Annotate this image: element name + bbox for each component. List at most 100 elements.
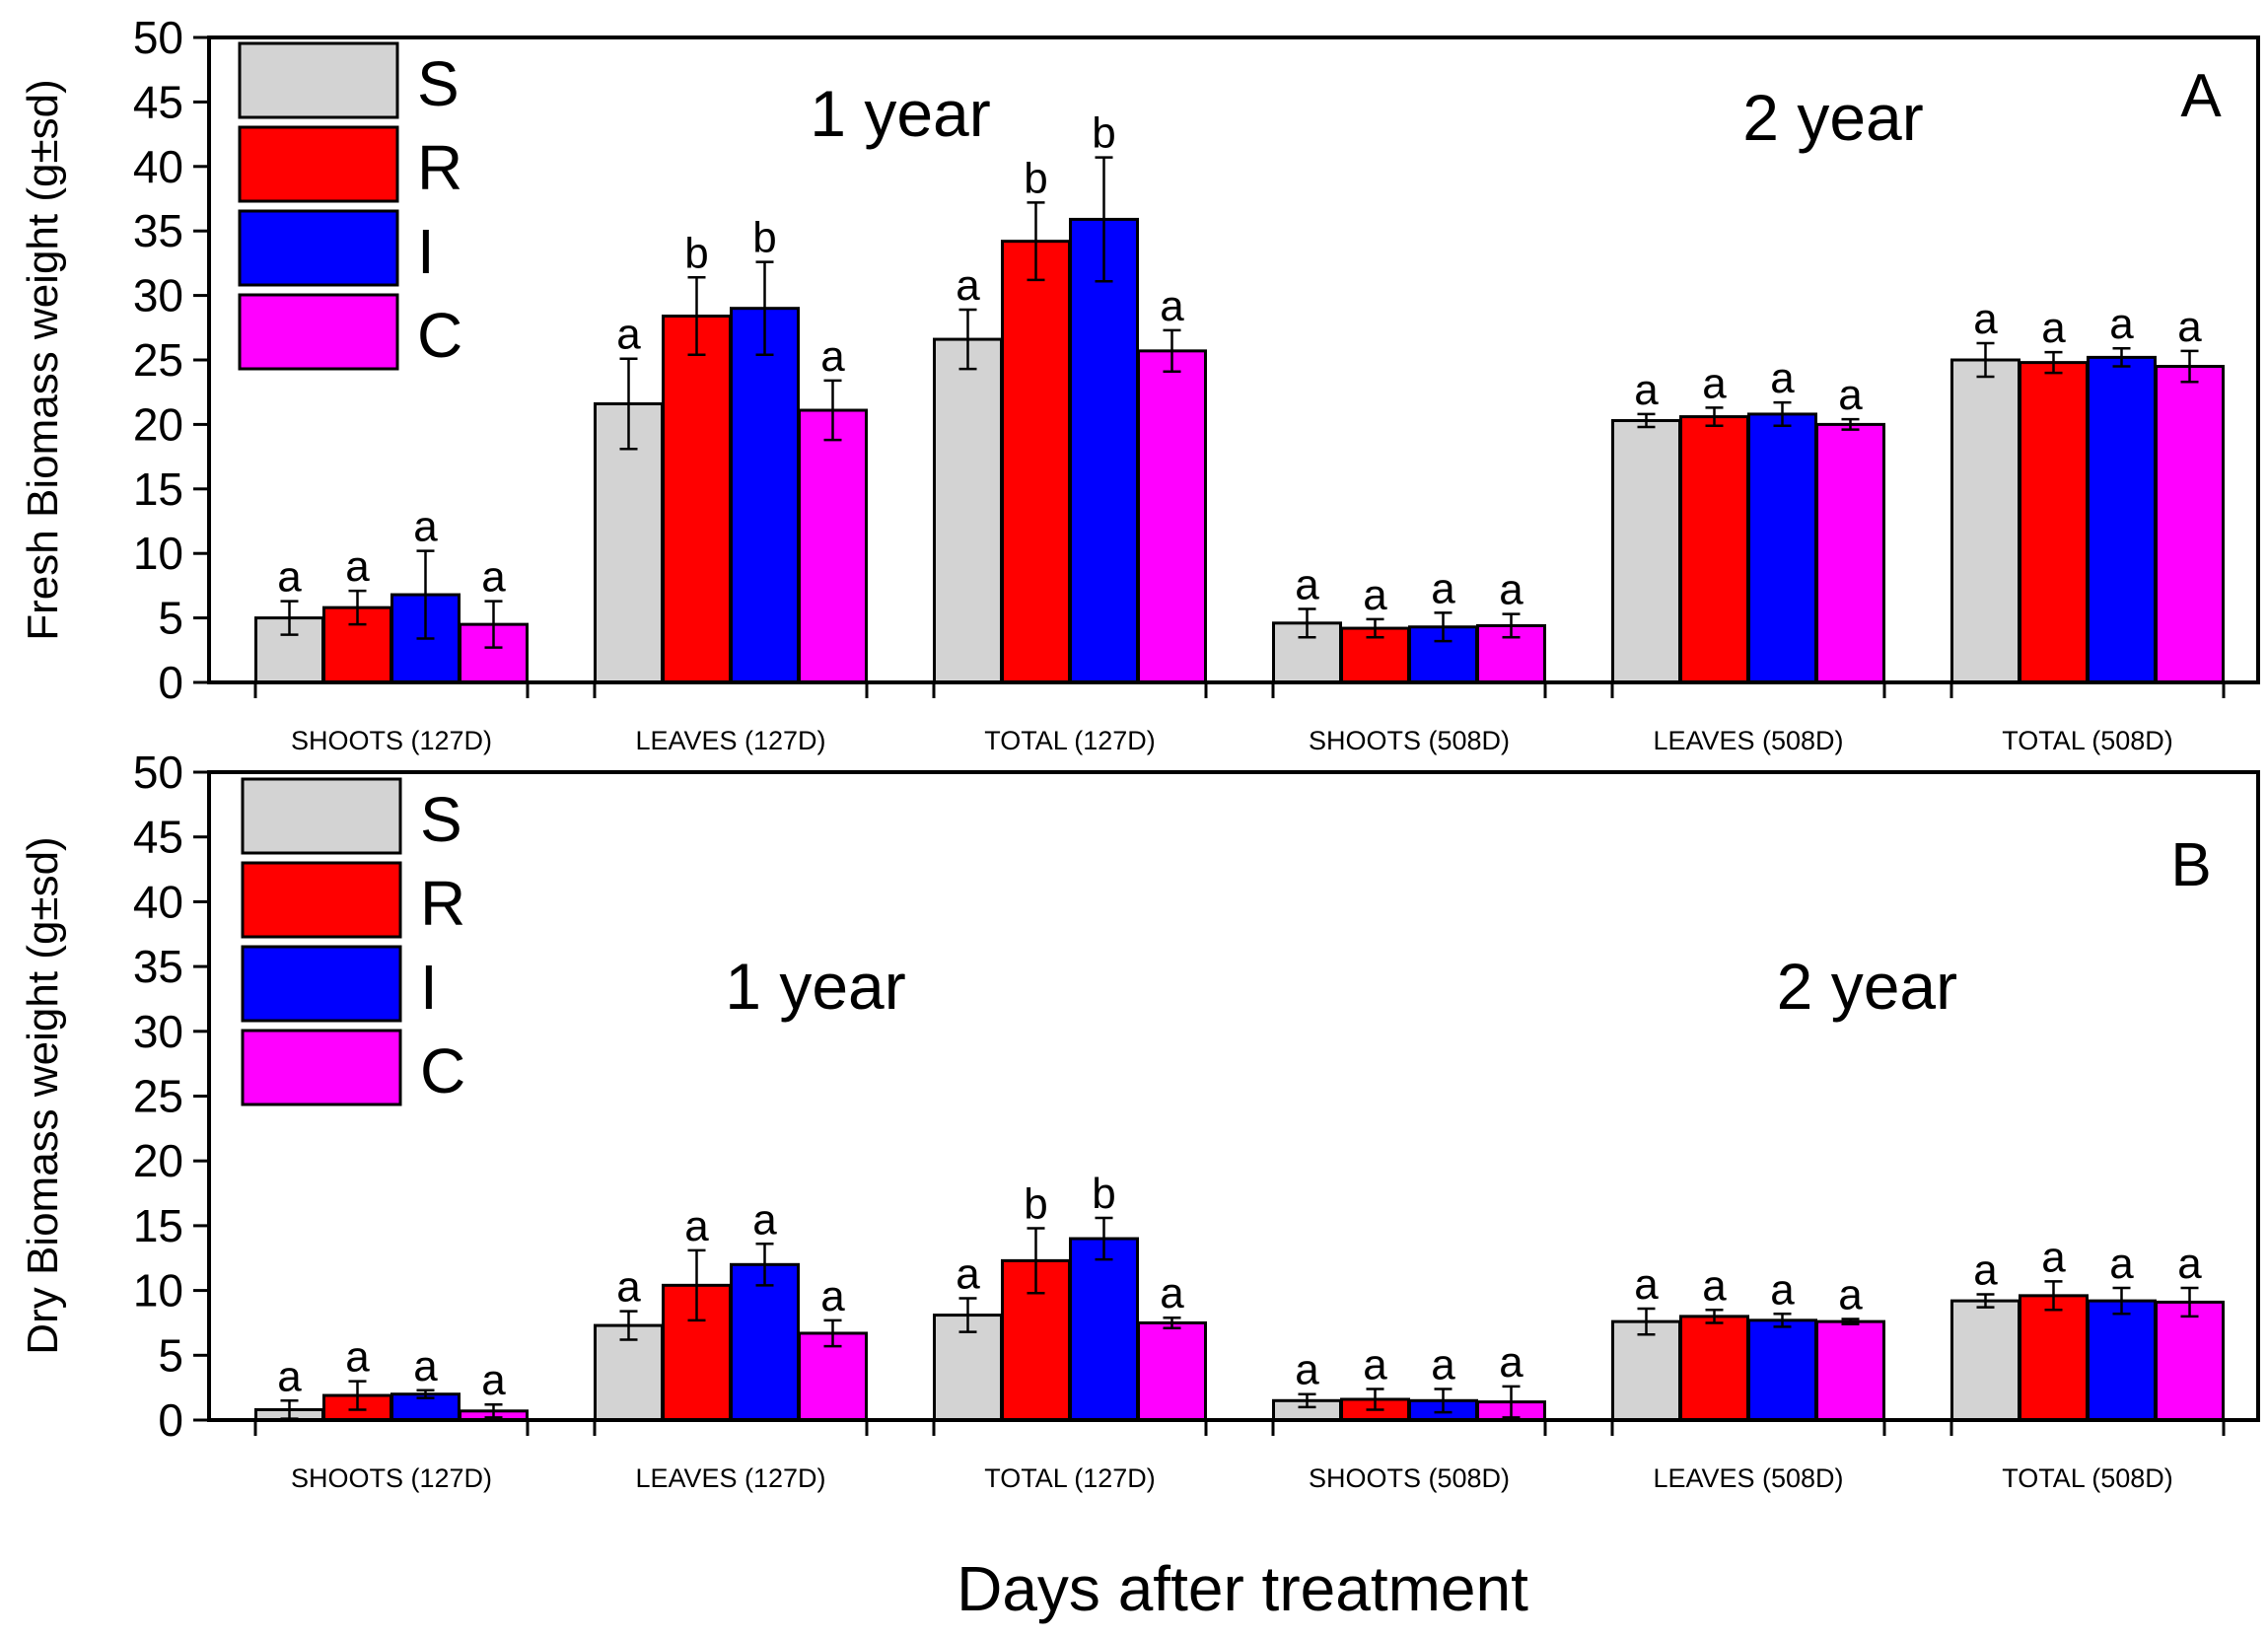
significance-letter: a	[413, 1342, 438, 1390]
bar	[798, 408, 868, 684]
y-axis-title: Fresh Biomass weight (g±sd)	[19, 79, 67, 640]
bar	[1001, 240, 1071, 684]
panel-label: A	[2180, 62, 2222, 130]
x-axis-title: Days after treatment	[957, 1553, 1528, 1624]
significance-letter: a	[684, 1202, 709, 1250]
legend-label: R	[417, 132, 462, 203]
bar	[730, 307, 800, 684]
bar	[933, 337, 1003, 684]
error-bar	[1773, 400, 1792, 427]
error-bar	[1298, 1392, 1316, 1409]
bar	[2087, 355, 2157, 684]
legend-swatch	[238, 125, 399, 203]
error-bar	[1637, 412, 1656, 429]
bar	[2019, 361, 2089, 684]
significance-letter: b	[1024, 154, 1047, 202]
x-tick-label: TOTAL (127D)	[984, 726, 1156, 755]
error-bar	[755, 260, 774, 357]
significance-letter: a	[277, 1352, 302, 1400]
bar	[1611, 1319, 1681, 1422]
significance-letter: a	[1499, 566, 1524, 614]
legend-label: S	[417, 48, 460, 119]
error-bar	[348, 1380, 367, 1411]
year-annotation: 2 year	[1742, 81, 1923, 154]
significance-letter: a	[277, 553, 302, 602]
error-bar	[1434, 1388, 1453, 1414]
y-tick-label: 35	[133, 205, 183, 256]
significance-letter: a	[1499, 1338, 1524, 1387]
error-bar	[687, 276, 706, 357]
y-tick-label: 5	[158, 1329, 183, 1381]
legend-label: I	[417, 216, 435, 287]
error-bar	[1163, 1316, 1181, 1329]
error-bar	[958, 308, 977, 371]
bar	[1679, 1315, 1749, 1422]
significance-letter: a	[2177, 303, 2202, 351]
bar	[1747, 1318, 1817, 1422]
error-bar	[1976, 341, 1995, 379]
significance-letter: a	[1838, 1271, 1863, 1319]
error-bar	[823, 379, 842, 442]
error-bar	[1705, 1309, 1724, 1324]
y-tick-label: 25	[133, 334, 183, 386]
x-tick-label: SHOOTS (508D)	[1309, 1463, 1510, 1493]
significance-letter: a	[1770, 354, 1795, 402]
error-bar	[1502, 1385, 1521, 1419]
significance-letter: b	[752, 214, 776, 262]
bar	[2019, 1294, 2089, 1422]
error-bar	[958, 1297, 977, 1333]
y-tick-label: 20	[133, 398, 183, 450]
year-annotation: 2 year	[1777, 950, 1957, 1023]
significance-letter: b	[1092, 109, 1115, 158]
x-tick-label: TOTAL (508D)	[2002, 1463, 2173, 1493]
error-bar	[1841, 417, 1860, 431]
error-bar	[2044, 1280, 2063, 1312]
error-bar	[1366, 617, 1384, 639]
error-bar	[2180, 1286, 2199, 1318]
significance-letter: a	[2109, 300, 2134, 348]
y-tick-label: 0	[158, 657, 183, 708]
error-bar	[2180, 349, 2199, 384]
significance-letter: a	[481, 553, 506, 602]
significance-letter: a	[413, 503, 438, 551]
significance-letter: a	[1431, 564, 1455, 612]
significance-letter: a	[2041, 1233, 2066, 1281]
legend-swatch	[241, 1029, 402, 1106]
bar	[662, 315, 732, 684]
legend-swatch	[241, 777, 402, 855]
legend-swatch	[238, 209, 399, 287]
y-tick-label: 10	[133, 528, 183, 579]
legend-swatch	[241, 861, 402, 939]
x-tick-label: SHOOTS (508D)	[1309, 726, 1510, 755]
error-bar	[1434, 611, 1453, 643]
error-bar	[1841, 1318, 1860, 1326]
legend-label: R	[420, 868, 465, 939]
legend-swatch	[241, 945, 402, 1023]
error-bar	[687, 1248, 706, 1322]
bar	[1069, 1237, 1139, 1422]
significance-letter: a	[956, 1249, 980, 1298]
error-bar	[1366, 1388, 1384, 1411]
panel-label: B	[2170, 831, 2211, 899]
significance-letter: a	[1770, 1265, 1795, 1314]
bar	[1950, 1299, 2020, 1422]
significance-letter: a	[1160, 1269, 1184, 1318]
error-bar	[416, 549, 435, 640]
significance-letter: a	[1295, 560, 1319, 608]
y-tick-label: 40	[133, 876, 183, 927]
error-bar	[1095, 1216, 1113, 1261]
error-bar	[1027, 201, 1045, 282]
significance-letter: a	[345, 542, 370, 591]
error-bar	[280, 600, 299, 636]
error-bar	[484, 600, 503, 649]
bar	[1069, 217, 1139, 684]
significance-letter: a	[1160, 282, 1184, 330]
y-tick-label: 45	[133, 76, 183, 127]
y-tick-label: 15	[133, 463, 183, 515]
error-bar	[1095, 156, 1113, 283]
legend-label: S	[420, 784, 462, 855]
significance-letter: a	[1634, 1260, 1659, 1309]
y-axis-title: Dry Biomass weight (g±sd)	[19, 836, 67, 1354]
